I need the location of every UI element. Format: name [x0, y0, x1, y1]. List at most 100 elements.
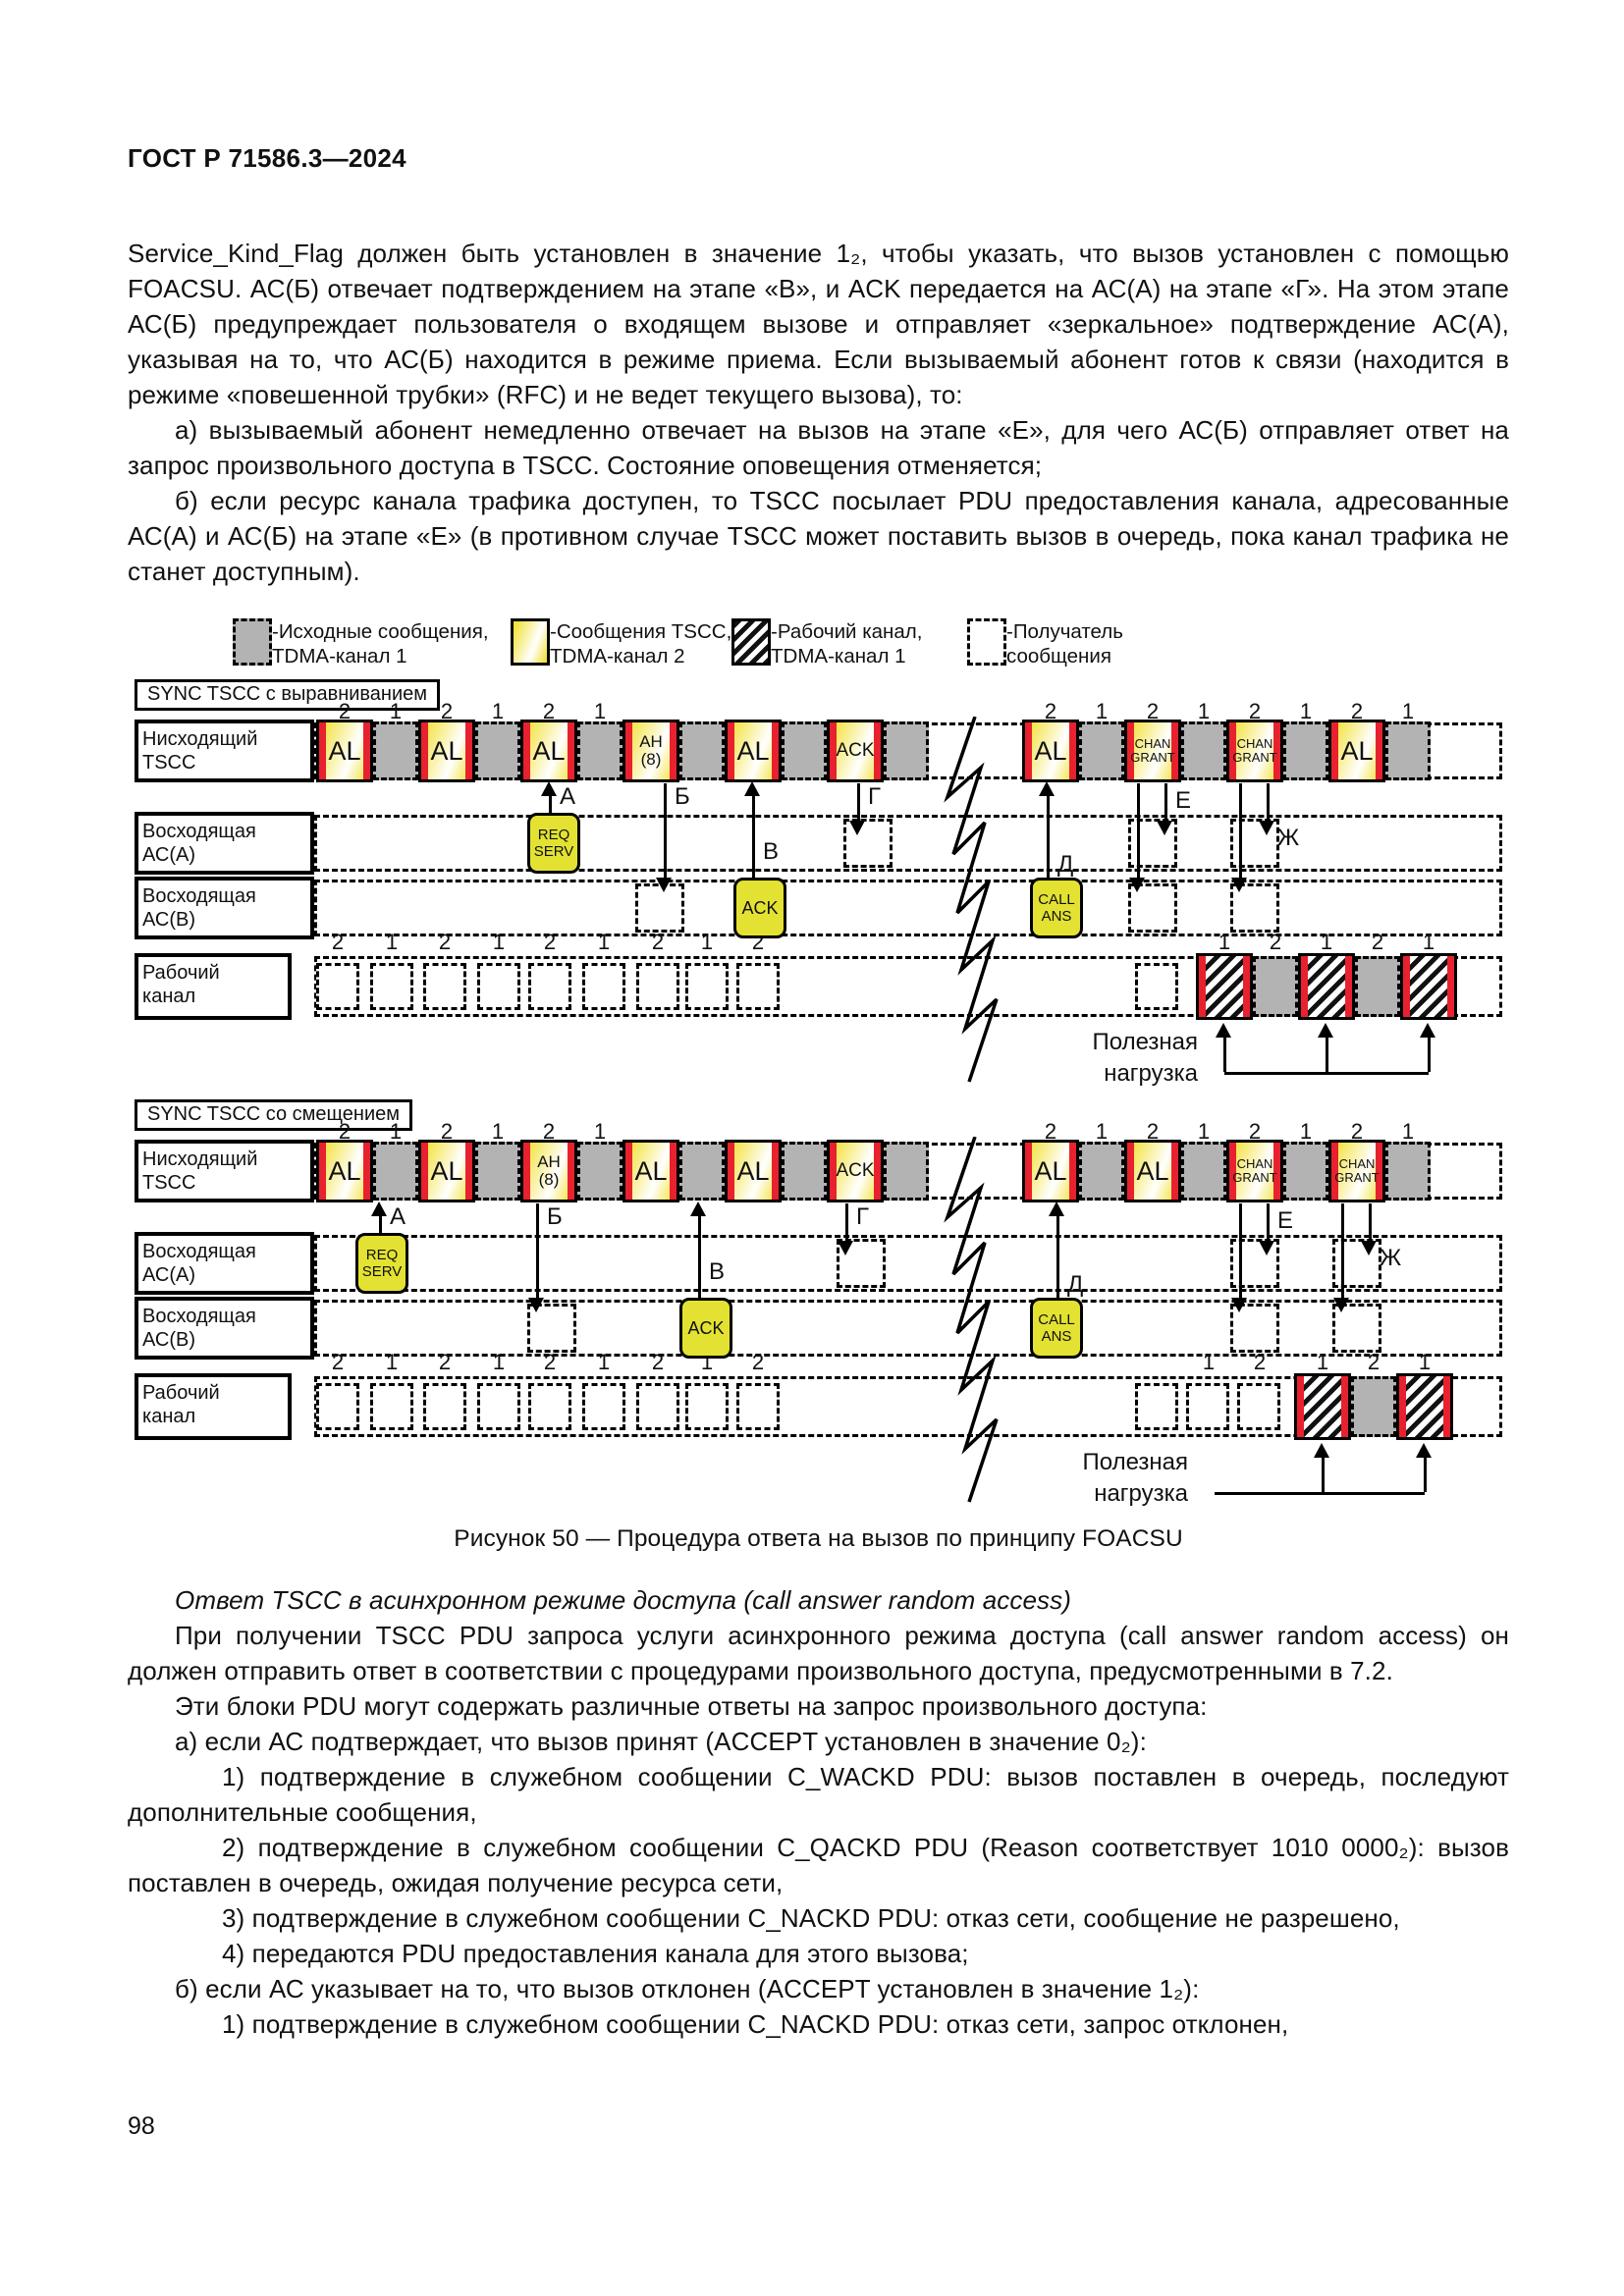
label-line: Полезная: [1092, 1029, 1199, 1055]
tscc-slot-changrant: CHAN GRANT: [1226, 720, 1283, 782]
source-message-slot: [1351, 1376, 1396, 1437]
work-channel-tick: 2: [751, 1350, 765, 1374]
payload-arrow-line: [1326, 1035, 1328, 1072]
tscc-slot-al: AL: [316, 720, 373, 782]
guard-bar: [625, 1143, 632, 1200]
slot-label: AL: [735, 722, 771, 779]
legend-item-work-channel: -Рабочий канал, TDMA-канал 1: [731, 618, 922, 668]
guard-bar: [363, 722, 370, 779]
label-line: AL: [1034, 735, 1067, 766]
receiver-box: [837, 1239, 886, 1288]
source-message-slot: [1181, 1142, 1226, 1201]
arrow-up-icon: [744, 781, 760, 796]
slot-label: AH (8): [531, 1143, 567, 1200]
guard-bar: [1331, 722, 1338, 779]
work-channel-tick: 1: [597, 930, 611, 954]
guard-bar: [728, 722, 734, 779]
arrow-down-icon: [1333, 1298, 1349, 1312]
work-channel-tick: 1: [1418, 1350, 1432, 1374]
arrow-up-icon: [1216, 1023, 1231, 1038]
label-line: AL: [1340, 735, 1374, 766]
guard-bar: [421, 1143, 428, 1200]
slot-label: AL: [531, 722, 567, 779]
label-line: ACK: [687, 1317, 725, 1338]
paragraph: а) вызываемый абонент немедленно отвечае…: [128, 415, 1509, 480]
page-number: 98: [128, 2112, 155, 2140]
guard-bar: [1297, 1376, 1304, 1437]
subsection-heading: Ответ TSCC в асинхронном режиме доступа …: [175, 1585, 1071, 1615]
guard-bar: [319, 722, 326, 779]
work-traffic-slot: [1294, 1373, 1351, 1440]
tscc-slot-al: AL: [1124, 1140, 1181, 1202]
empty-slot: [370, 1383, 413, 1430]
source-message-slot: [1181, 721, 1226, 780]
work-channel-tick: 2: [543, 1350, 557, 1374]
signal-arrow-line: [1047, 793, 1050, 880]
work-channel-tick: 2: [438, 930, 452, 954]
arrow-down-icon: [1259, 1241, 1274, 1255]
signal-arrow-line: [1267, 1203, 1270, 1243]
paragraph: Service_Kind_Flag должен быть установлен…: [128, 239, 1509, 409]
guard-bar: [1243, 956, 1250, 1017]
page-header: ГОСТ Р 71586.3—2024: [128, 143, 406, 173]
label-line: Рабочий: [142, 1382, 220, 1404]
stage-letter-Б: Б: [675, 783, 690, 810]
guard-bar: [830, 1143, 837, 1200]
label-line: АС(В): [142, 909, 196, 931]
signal-arrow-line: [1137, 783, 1140, 880]
guard-bar: [1301, 956, 1308, 1017]
guard-bar: [523, 1143, 530, 1200]
empty-slot: [477, 963, 520, 1010]
work-channel-tick: 2: [651, 930, 665, 954]
message-box-req-serv: REQ SERV: [527, 813, 580, 874]
label-line: АС(А): [142, 1264, 196, 1286]
arrow-up-icon: [1039, 781, 1055, 796]
guard-bar: [1025, 722, 1032, 779]
paragraph: 3) подтверждение в служебном сообщении C…: [222, 1903, 1400, 1933]
tdma-channel-tick: 2: [1146, 699, 1160, 723]
signal-arrow-line: [549, 793, 552, 813]
timing-diagram-aligned: SYNC TSCC с выравниванием Нисходящий TSCC 2…: [135, 679, 1513, 1092]
label-line: нагрузка: [1094, 1480, 1188, 1507]
empty-slot: [477, 1383, 520, 1430]
work-traffic-slot: [1196, 953, 1253, 1020]
work-channel-tick: 1: [1316, 1350, 1329, 1374]
tdma-channel-tick: 1: [1197, 699, 1211, 723]
guard-bar: [1403, 956, 1410, 1017]
slot-label: CHAN GRANT: [1130, 722, 1175, 779]
arrow-down-icon: [528, 1298, 544, 1312]
empty-slot: [1135, 1383, 1178, 1430]
legend-label: -Рабочий канал, TDMA-канал 1: [771, 618, 922, 668]
paragraph: При получении TSCC PDU запроса услуги ас…: [128, 1621, 1509, 1685]
signal-arrow-line: [1056, 1213, 1059, 1300]
work-channel-tick: 1: [1202, 1350, 1216, 1374]
label-line: Восходящая: [142, 821, 256, 842]
receiver-box: [1230, 1304, 1279, 1353]
source-message-slot: [1355, 956, 1400, 1017]
uplink-acb-band: [314, 880, 1502, 936]
guard-bar: [1273, 722, 1280, 779]
tdma-channel-tick: 1: [1401, 699, 1415, 723]
empty-slot: [316, 963, 359, 1010]
guard-bar: [465, 722, 472, 779]
label-line: CHAN: [1134, 736, 1171, 751]
label-line: REQ: [365, 1247, 399, 1263]
label-line: CALL: [1038, 891, 1075, 908]
tdma-channel-tick: 1: [389, 1119, 403, 1144]
legend-line: TDMA-канал 2: [550, 645, 685, 667]
arrow-up-icon: [1049, 1201, 1064, 1216]
arrow-down-icon: [1259, 821, 1274, 835]
message-box-ack: ACK: [733, 878, 786, 938]
work-channel-tick: 1: [700, 930, 714, 954]
label-line: (8): [640, 750, 662, 769]
guard-bar: [1025, 1143, 1032, 1200]
guard-bar: [1376, 1143, 1382, 1200]
stage-letter-Ж: Ж: [1380, 1245, 1402, 1271]
tdma-channel-tick: 2: [542, 699, 556, 723]
legend-line: -Получатель: [1006, 620, 1123, 643]
tscc-slot-changrant: CHAN GRANT: [1328, 1140, 1385, 1202]
uplink-acb-label: Восходящая АС(В): [135, 877, 314, 939]
empty-slot: [423, 963, 466, 1010]
slot-label: AH (8): [633, 722, 669, 779]
